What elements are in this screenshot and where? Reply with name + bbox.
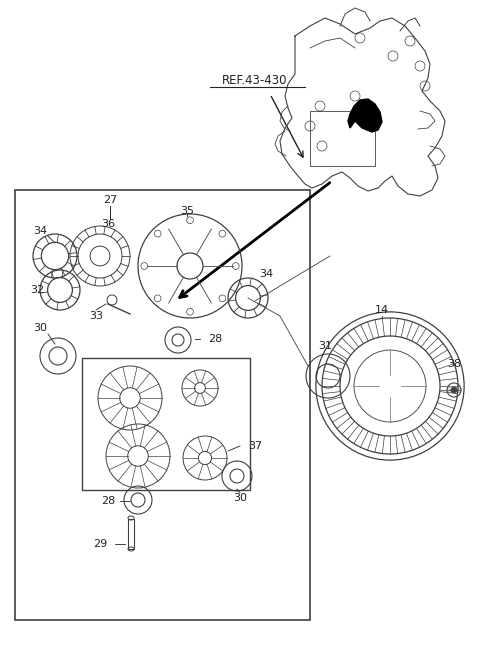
Bar	[128, 519, 134, 549]
Text: 33: 33	[89, 311, 103, 321]
Text: 14: 14	[375, 305, 389, 315]
Text: 38: 38	[447, 359, 461, 369]
Bar	[310, 111, 375, 166]
Text: 37: 37	[248, 441, 262, 451]
Text: 30: 30	[233, 493, 247, 503]
Text: 28: 28	[208, 334, 222, 344]
Bar	[82, 358, 250, 490]
Text: 36: 36	[101, 219, 115, 229]
Text: 29: 29	[93, 539, 107, 549]
Text: 30: 30	[33, 323, 47, 333]
Text: 32: 32	[30, 285, 44, 295]
Text: 35: 35	[180, 206, 194, 216]
Bar	[15, 190, 310, 620]
Polygon shape	[348, 99, 382, 132]
Text: 31: 31	[318, 341, 332, 351]
Text: 27: 27	[103, 195, 117, 205]
Text: REF.43-430: REF.43-430	[222, 75, 288, 87]
Text: 34: 34	[33, 226, 47, 236]
Text: 28: 28	[101, 496, 115, 506]
Circle shape	[451, 387, 457, 393]
Text: 34: 34	[259, 269, 273, 279]
